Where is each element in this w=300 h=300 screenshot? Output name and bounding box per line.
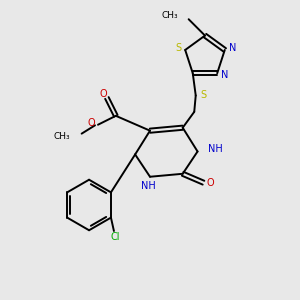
Text: N: N <box>229 44 236 53</box>
Text: N: N <box>221 70 228 80</box>
Text: O: O <box>88 118 95 128</box>
Text: CH₃: CH₃ <box>162 11 178 20</box>
Text: NH: NH <box>208 143 223 154</box>
Text: O: O <box>100 88 107 98</box>
Text: CH₃: CH₃ <box>54 131 70 140</box>
Text: NH: NH <box>141 181 156 191</box>
Text: S: S <box>176 44 182 53</box>
Text: O: O <box>206 178 214 188</box>
Text: Cl: Cl <box>111 232 120 242</box>
Text: S: S <box>200 91 206 100</box>
